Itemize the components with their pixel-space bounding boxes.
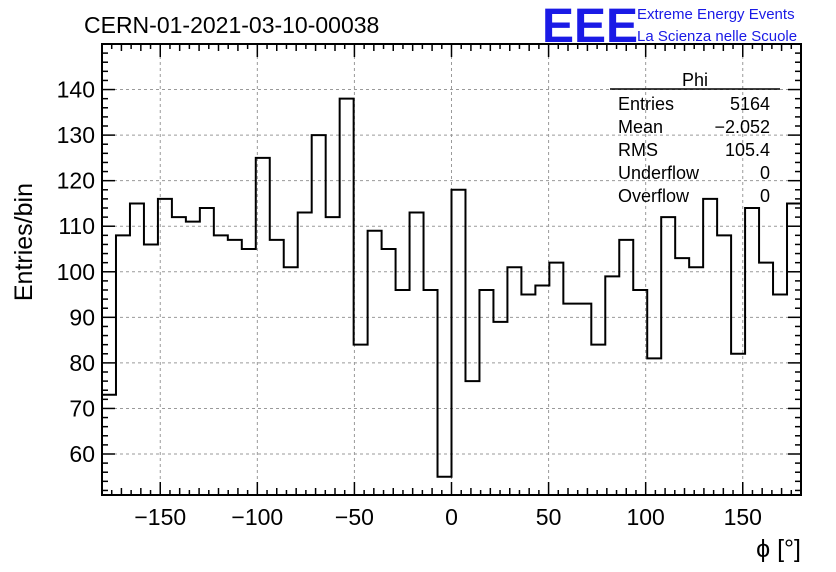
histogram-bin [773, 295, 787, 495]
histogram-bin [507, 267, 521, 495]
chart-title: CERN-01-2021-03-10-00038 [84, 12, 379, 38]
histogram-bin [549, 263, 563, 495]
histogram-bin [633, 290, 647, 495]
histogram-bin [717, 235, 731, 495]
histogram-bin [661, 217, 675, 495]
y-tick-label: 80 [69, 350, 95, 376]
y-tick-label: 130 [57, 122, 95, 148]
y-tick-label: 120 [57, 168, 95, 194]
histogram-bin [647, 358, 661, 495]
stats-label: Overflow [618, 186, 690, 206]
histogram-bin [340, 99, 354, 495]
x-tick-label: 0 [445, 504, 458, 530]
logo-line-1: Extreme Energy Events [637, 6, 795, 23]
stats-label: RMS [618, 140, 658, 160]
histogram-bin [465, 381, 479, 495]
stats-value: 0 [760, 186, 770, 206]
histogram-bin [410, 213, 424, 495]
histogram-bin [270, 240, 284, 495]
histogram-bin [242, 249, 256, 495]
histogram-bin [479, 290, 493, 495]
y-tick-label: 90 [69, 304, 95, 330]
histogram-bin [256, 158, 270, 495]
histogram-bin [731, 354, 745, 495]
y-tick-label: 140 [57, 77, 95, 103]
histogram-bin [396, 290, 410, 495]
histogram-bin [438, 477, 452, 495]
histogram-bin [326, 217, 340, 495]
histogram-bin [354, 345, 368, 495]
histogram-bin [116, 235, 130, 495]
histogram-bin [563, 304, 577, 495]
x-tick-label: 100 [626, 504, 664, 530]
histogram-series [101, 97, 802, 495]
x-tick-label: −150 [134, 504, 186, 530]
stats-name: Phi [682, 70, 708, 90]
x-tick-label: −100 [231, 504, 283, 530]
histogram-bin [619, 240, 633, 495]
histogram-bin [228, 240, 242, 495]
histogram-bin [284, 267, 298, 495]
histogram-bin [200, 208, 214, 495]
histogram-bin [130, 203, 144, 495]
histogram-bin [214, 235, 228, 495]
histogram-bin [368, 231, 382, 495]
stats-label: Entries [618, 94, 674, 114]
histogram-bin [703, 199, 717, 495]
stats-box: Phi Entries 5164 Mean −2.052 RMS 105.4 Underfl… [610, 70, 780, 206]
histogram-bin [186, 222, 200, 495]
histogram-bin [787, 203, 801, 495]
y-tick-labels: 60 70 80 90 100 110 120 130 140 [57, 77, 95, 467]
stats-value: 5164 [730, 94, 770, 114]
histogram-bin [382, 249, 396, 495]
histogram-bin [298, 213, 312, 495]
y-tick-label: 60 [69, 441, 95, 467]
histogram-bin [535, 285, 549, 495]
histogram-bin [424, 290, 438, 495]
histogram-bin [591, 345, 605, 495]
stats-label: Mean [618, 117, 663, 137]
histogram-bin [144, 244, 158, 495]
histogram-bin [521, 295, 535, 495]
y-tick-label: 70 [69, 395, 95, 421]
x-tick-label: 50 [536, 504, 562, 530]
histogram-bin [605, 276, 619, 495]
y-axis-label: Entries/bin [10, 183, 38, 301]
stats-value: 105.4 [725, 140, 770, 160]
histogram-bin [689, 267, 703, 495]
histogram-bin [577, 304, 591, 495]
stats-label: Underflow [618, 163, 700, 183]
histogram-bin [158, 199, 172, 495]
x-tick-labels: −150 −100 −50 0 50 100 150 [134, 504, 762, 530]
histogram-bin [675, 258, 689, 495]
eee-logo: EEE Extreme Energy Events La Scienza nel… [542, 0, 797, 53]
logo-line-2: La Scienza nelle Scuole [637, 28, 797, 45]
histogram-bin [493, 322, 507, 495]
y-tick-label: 100 [57, 259, 95, 285]
histogram-bin [759, 263, 773, 495]
stats-value: 0 [760, 163, 770, 183]
histogram-bin [172, 217, 186, 495]
x-tick-label: 150 [724, 504, 762, 530]
histogram-bin [312, 135, 326, 495]
y-tick-label: 110 [58, 213, 95, 239]
axis-ticks [102, 43, 801, 495]
histogram-bin [745, 208, 759, 495]
stats-value: −2.052 [714, 117, 770, 137]
x-axis-label: ϕ [°] [756, 535, 801, 563]
x-tick-label: −50 [335, 504, 374, 530]
logo-mark: EEE [542, 0, 638, 53]
histogram-bin [452, 190, 466, 495]
